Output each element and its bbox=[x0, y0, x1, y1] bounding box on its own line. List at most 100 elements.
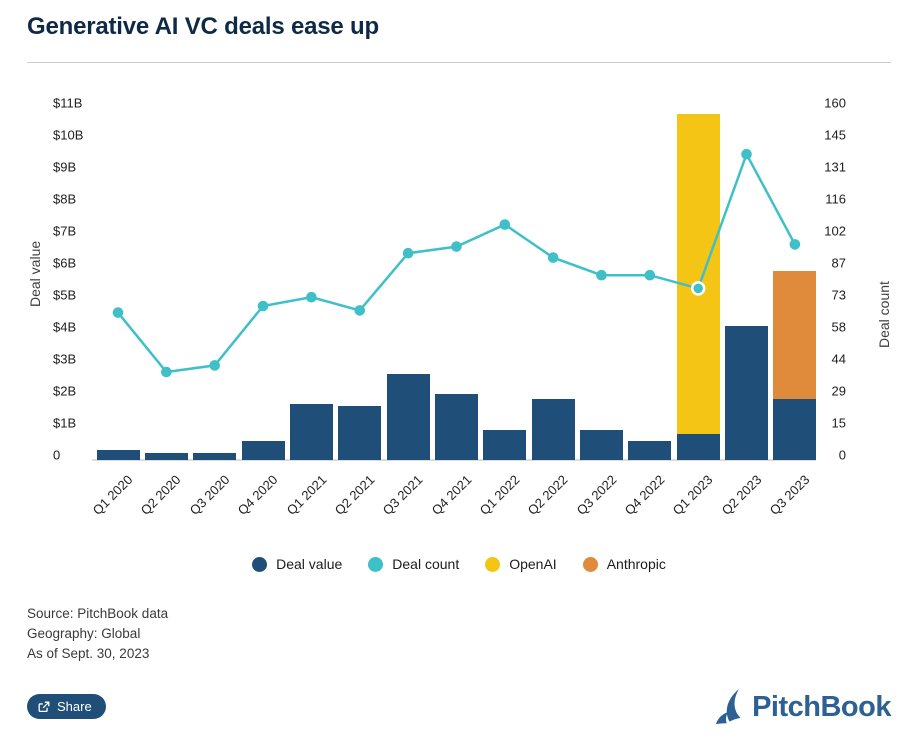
deal-value-bar bbox=[289, 404, 333, 460]
chart-legend: Deal value Deal count OpenAI Anthropic bbox=[0, 556, 918, 572]
x-tick-label: Q3 2021 bbox=[379, 472, 426, 518]
left-tick-label: $1B bbox=[53, 415, 77, 431]
legend-swatch-icon bbox=[252, 556, 268, 572]
x-tick-label: Q4 2022 bbox=[621, 472, 668, 518]
share-button-label: Share bbox=[57, 699, 92, 714]
left-tick-label: $2B bbox=[53, 383, 77, 399]
deal-count-point bbox=[306, 291, 317, 303]
x-tick-label: Q3 2023 bbox=[766, 472, 813, 518]
x-axis-line bbox=[92, 459, 816, 461]
legend-item-deal-count[interactable]: Deal count bbox=[368, 556, 459, 572]
left-tick-label: $5B bbox=[53, 287, 77, 303]
deal-count-point-highlighted bbox=[690, 281, 706, 296]
x-tick-label: Q3 2020 bbox=[186, 472, 233, 518]
legend-label: OpenAI bbox=[509, 556, 557, 572]
title-divider bbox=[27, 62, 891, 63]
x-tick-label: Q4 2020 bbox=[234, 472, 281, 518]
deal-value-bar bbox=[241, 440, 285, 460]
source-block: Source: PitchBook data Geography: Global… bbox=[27, 604, 168, 664]
deal-value-bar bbox=[725, 325, 769, 460]
x-tick-label: Q1 2022 bbox=[476, 472, 523, 518]
deal-count-point bbox=[596, 269, 607, 281]
deal-value-bar bbox=[531, 399, 575, 460]
x-tick-label: Q4 2021 bbox=[428, 472, 475, 518]
deal-count-point bbox=[402, 247, 414, 259]
left-tick-label: 0 bbox=[53, 447, 61, 463]
as-of-line: As of Sept. 30, 2023 bbox=[27, 646, 150, 661]
deal-count-point bbox=[257, 300, 269, 312]
right-tick-label: 145 bbox=[824, 127, 846, 143]
openai-bar-segment bbox=[676, 114, 720, 435]
deal-count-point bbox=[789, 239, 801, 250]
deal-count-point bbox=[547, 252, 559, 263]
deal-value-bar bbox=[676, 434, 720, 460]
x-tick-label: Q1 2020 bbox=[89, 472, 136, 518]
deal-count-point bbox=[644, 269, 656, 281]
source-line: Source: PitchBook data bbox=[27, 606, 169, 621]
x-tick-label: Q3 2022 bbox=[573, 472, 620, 518]
deal-count-point bbox=[354, 305, 366, 316]
deal-count-point bbox=[451, 241, 462, 252]
deal-count-point bbox=[741, 148, 752, 160]
x-tick-label: Q1 2023 bbox=[669, 472, 716, 518]
left-tick-label: $6B bbox=[53, 255, 77, 271]
deal-value-bar bbox=[338, 405, 382, 460]
right-tick-label: 131 bbox=[824, 159, 846, 175]
geography-line: Geography: Global bbox=[27, 626, 141, 641]
x-tick-label: Q1 2021 bbox=[283, 472, 330, 518]
legend-label: Deal value bbox=[276, 556, 343, 572]
deal-value-bar bbox=[96, 450, 140, 460]
legend-swatch-icon bbox=[582, 556, 598, 572]
right-tick-label: 15 bbox=[831, 415, 846, 431]
anthropic-bar-segment bbox=[773, 271, 817, 400]
deal-count-point bbox=[209, 360, 220, 371]
legend-label: Deal count bbox=[392, 556, 460, 572]
legend-swatch-icon bbox=[368, 556, 384, 572]
left-tick-label: $8B bbox=[53, 191, 77, 207]
deal-count-point bbox=[161, 366, 172, 378]
left-axis-title: Deal value bbox=[27, 240, 43, 307]
share-icon bbox=[37, 700, 51, 714]
deal-value-bar bbox=[483, 429, 527, 460]
deal-count-point bbox=[112, 307, 124, 318]
right-axis-title: Deal count bbox=[876, 281, 892, 348]
deal-value-bar bbox=[628, 440, 672, 460]
pitchbook-logo-icon bbox=[714, 688, 748, 726]
deal-value-bar bbox=[580, 429, 623, 460]
x-tick-label: Q2 2020 bbox=[138, 472, 184, 518]
left-tick-label: $4B bbox=[53, 319, 77, 335]
right-tick-label: 160 bbox=[824, 95, 846, 111]
right-tick-label: 44 bbox=[831, 351, 846, 367]
pitchbook-logo: PitchBook bbox=[714, 688, 891, 726]
deal-count-point bbox=[499, 219, 511, 230]
right-tick-label: 116 bbox=[825, 191, 846, 207]
pitchbook-logo-text: PitchBook bbox=[752, 690, 891, 723]
x-tick-label: Q2 2021 bbox=[331, 472, 378, 518]
right-tick-label: 0 bbox=[838, 447, 846, 463]
legend-item-deal-value[interactable]: Deal value bbox=[252, 556, 342, 572]
deal-value-bar bbox=[386, 373, 430, 460]
deal-value-bar bbox=[144, 452, 188, 460]
deal-value-bar bbox=[773, 399, 817, 460]
deal-count-line bbox=[112, 148, 801, 378]
left-tick-label: $3B bbox=[53, 351, 77, 367]
right-tick-label: 102 bbox=[824, 223, 846, 239]
x-tick-label: Q2 2022 bbox=[524, 472, 571, 518]
share-button[interactable]: Share bbox=[27, 694, 106, 719]
legend-item-openai[interactable]: OpenAI bbox=[485, 556, 557, 572]
deal-value-bar bbox=[193, 452, 237, 460]
left-tick-label: $9B bbox=[53, 159, 77, 175]
left-tick-label: $10B bbox=[53, 127, 84, 143]
legend-label: Anthropic bbox=[606, 556, 666, 572]
page-title: Generative AI VC deals ease up bbox=[27, 13, 379, 40]
legend-swatch-icon bbox=[485, 556, 501, 572]
legend-item-anthropic[interactable]: Anthropic bbox=[582, 556, 666, 572]
deal-value-bar bbox=[434, 394, 478, 460]
right-tick-label: 73 bbox=[831, 287, 846, 303]
right-tick-label: 29 bbox=[831, 383, 846, 399]
right-tick-label: 58 bbox=[831, 319, 846, 335]
left-tick-label: $11B bbox=[53, 95, 83, 111]
left-tick-label: $7B bbox=[53, 223, 77, 239]
plot-area bbox=[92, 108, 817, 461]
